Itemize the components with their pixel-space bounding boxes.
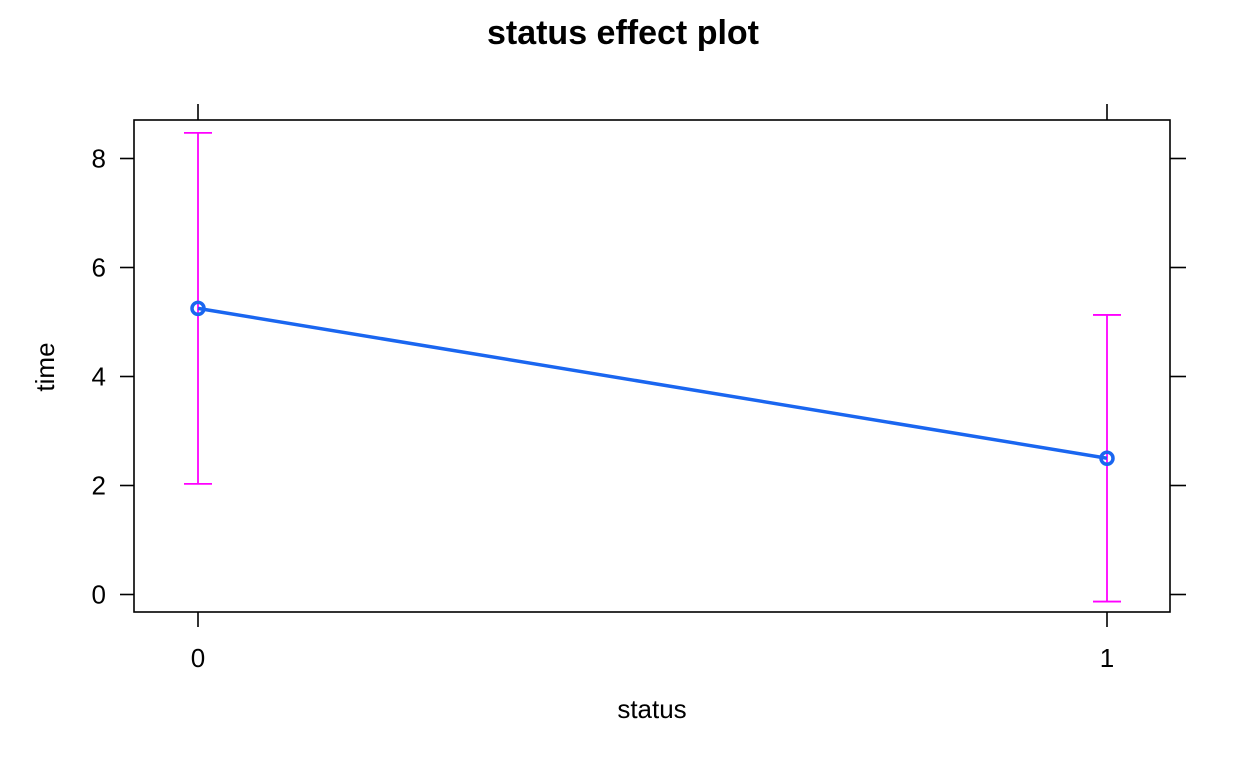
x-axis-label: status <box>617 694 686 724</box>
y-tick-label-6: 6 <box>92 253 106 283</box>
series-line <box>197 306 1108 460</box>
y-tick-label-0: 0 <box>92 580 106 610</box>
data-point-0 <box>190 300 206 317</box>
error-bars <box>184 131 1121 603</box>
plot-frame <box>133 119 1171 613</box>
x-tick-label-1: 1 <box>1100 643 1114 673</box>
chart-title: status effect plot <box>487 14 759 52</box>
y-axis-label: time <box>30 342 60 391</box>
tick-marks <box>120 104 1186 627</box>
data-point-1 <box>1099 450 1115 466</box>
tick-labels: 0 2 4 6 8 0 1 <box>92 144 1115 674</box>
x-tick-label-0: 0 <box>191 643 205 673</box>
series-points <box>190 300 1115 466</box>
y-tick-label-2: 2 <box>92 471 106 501</box>
series-line-0 <box>197 306 1108 460</box>
y-tick-label-8: 8 <box>92 144 106 174</box>
y-tick-label-4: 4 <box>92 362 106 392</box>
